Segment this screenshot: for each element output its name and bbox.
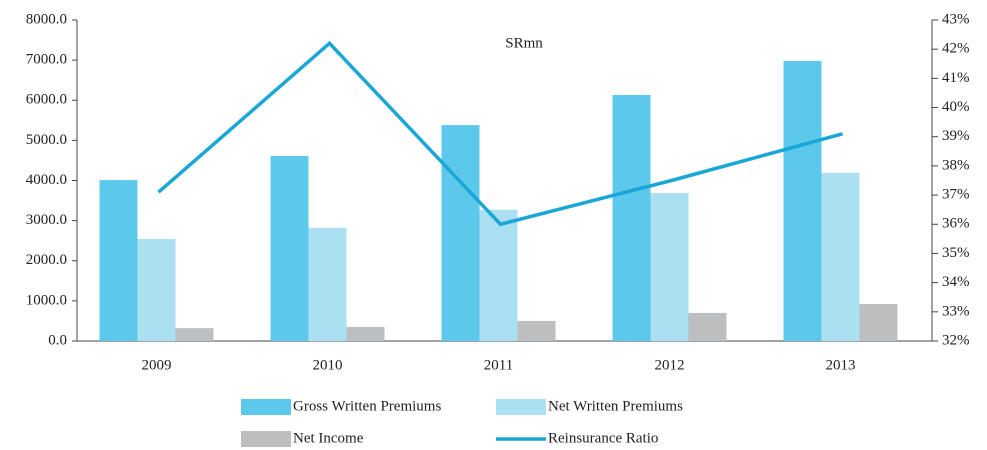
y-tick-label: 2000.0 bbox=[26, 252, 67, 268]
bar bbox=[821, 172, 860, 341]
bar bbox=[479, 209, 518, 341]
legend-label: Net Written Premiums bbox=[548, 398, 683, 414]
y2-tick-label: 40% bbox=[942, 99, 970, 115]
x-tick-label: 2011 bbox=[484, 357, 513, 373]
y2-tick-label: 41% bbox=[942, 70, 970, 86]
y-tick-label: 0.0 bbox=[48, 332, 67, 348]
legend-swatch bbox=[241, 431, 291, 447]
x-tick-label: 2013 bbox=[826, 357, 856, 373]
x-tick-label: 2010 bbox=[313, 357, 343, 373]
y-tick-label: 8000.0 bbox=[26, 11, 67, 27]
bar bbox=[859, 304, 898, 341]
line bbox=[157, 40, 843, 227]
legend-label: Reinsurance Ratio bbox=[548, 430, 658, 446]
y2-tick-label: 37% bbox=[942, 187, 970, 203]
bar bbox=[650, 192, 689, 341]
y-tick-label: 6000.0 bbox=[26, 92, 67, 108]
bar bbox=[688, 312, 727, 341]
y2-tick-label: 35% bbox=[942, 245, 970, 261]
y2-tick-label: 38% bbox=[942, 157, 970, 173]
bar bbox=[270, 156, 309, 341]
y2-tick-label: 42% bbox=[942, 41, 970, 57]
y2-tick-label: 43% bbox=[942, 11, 970, 27]
chart-title: SRmn bbox=[505, 35, 543, 51]
y-tick-label: 7000.0 bbox=[26, 52, 67, 68]
y-tick-label: 4000.0 bbox=[26, 172, 67, 188]
bar bbox=[517, 320, 556, 341]
bar bbox=[346, 326, 385, 341]
x-tick-label: 2012 bbox=[655, 357, 685, 373]
y-tick-label: 3000.0 bbox=[26, 212, 67, 228]
y2-tick-label: 39% bbox=[942, 128, 970, 144]
y2-tick-label: 32% bbox=[942, 332, 970, 348]
bar bbox=[308, 227, 347, 341]
bar bbox=[175, 328, 214, 341]
legend-swatch bbox=[241, 399, 291, 415]
y-tick-label: 1000.0 bbox=[26, 292, 67, 308]
x-tick-label: 2009 bbox=[142, 357, 172, 373]
bar bbox=[441, 125, 480, 341]
bar bbox=[99, 180, 138, 341]
legend-swatch bbox=[496, 399, 546, 415]
legend-label: Gross Written Premiums bbox=[293, 398, 441, 414]
bar bbox=[137, 239, 176, 341]
bar bbox=[612, 95, 651, 341]
y2-tick-label: 36% bbox=[942, 216, 970, 232]
y-tick-label: 5000.0 bbox=[26, 132, 67, 148]
y2-tick-label: 34% bbox=[942, 274, 970, 290]
legend-label: Net Income bbox=[293, 430, 364, 446]
bar bbox=[783, 60, 822, 342]
y2-tick-label: 33% bbox=[942, 303, 970, 319]
